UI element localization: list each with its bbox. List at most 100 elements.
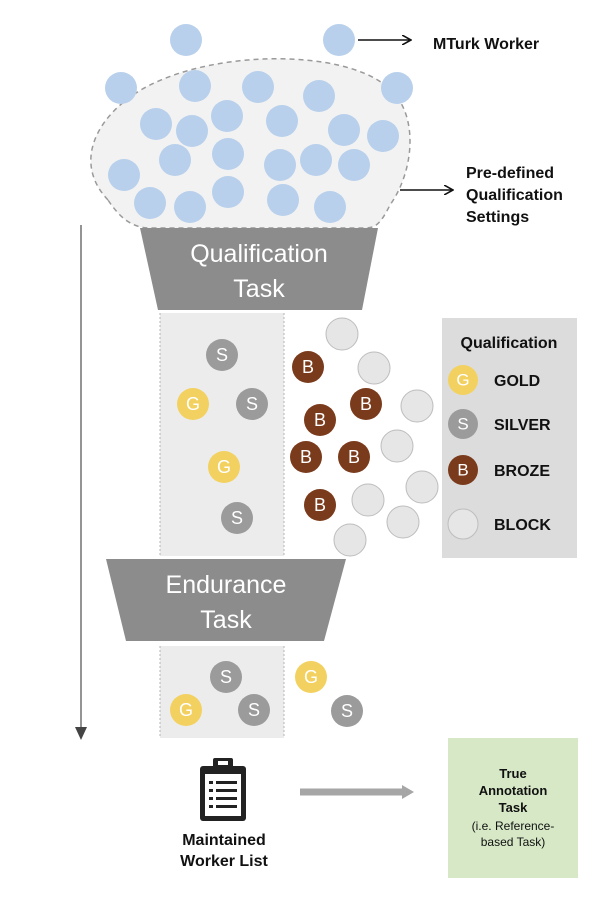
endurance-task-label-line2: Task: [200, 606, 252, 634]
mturk-worker-circle: [211, 100, 243, 132]
silver-badge-letter: S: [457, 415, 468, 434]
worker-pool: [105, 24, 413, 223]
bronze-badge: B: [304, 489, 336, 521]
settings-label-line2: Qualification: [466, 187, 563, 204]
mturk-worker-circle: [212, 138, 244, 170]
legend-title: Qualification: [461, 335, 558, 352]
true-task-line3: Task: [499, 800, 528, 815]
block-badge: [400, 389, 434, 423]
legend-label-block: BLOCK: [494, 517, 551, 534]
mturk-worker-circle: [303, 80, 335, 112]
mturk-worker-circle: [108, 159, 140, 191]
block-badge: [325, 317, 359, 351]
settings-label-line1: Pre-defined: [466, 165, 554, 182]
block-badge: [380, 429, 414, 463]
mturk-worker-circle: [105, 72, 137, 104]
gold-badge-letter: G: [186, 394, 200, 414]
qualification-task-label-line2: Task: [233, 275, 285, 303]
block-badge: [333, 523, 367, 557]
maintained-list-label-line1: Maintained: [182, 832, 266, 849]
true-annotation-task-box: [448, 738, 578, 878]
gold-badge: G: [208, 451, 240, 483]
gold-badge: G: [448, 365, 478, 395]
bronze-badge: B: [350, 388, 382, 420]
endurance-task-label-line1: Endurance: [166, 571, 287, 599]
silver-badge: S: [236, 388, 268, 420]
mturk-worker-circle: [176, 115, 208, 147]
flow-arrow-head: [75, 727, 87, 740]
silver-badge: S: [210, 661, 242, 693]
block-badge: [351, 483, 385, 517]
mturk-worker-circle: [170, 24, 202, 56]
qualification-task-label-line1: Qualification: [190, 240, 328, 268]
bronze-badge: B: [448, 455, 478, 485]
true-task-line2: Annotation: [479, 783, 548, 798]
mturk-worker-circle: [174, 191, 206, 223]
gold-badge: G: [177, 388, 209, 420]
bronze-badge-letter: B: [314, 495, 326, 515]
bronze-badge: B: [292, 351, 324, 383]
settings-label-line3: Settings: [466, 209, 529, 226]
mturk-worker-circle: [266, 105, 298, 137]
silver-badge-letter: S: [231, 508, 243, 528]
block-badge: [386, 505, 420, 539]
silver-badge-letter: S: [220, 667, 232, 687]
silver-badge: S: [448, 409, 478, 439]
endurance-task-funnel: [106, 559, 346, 641]
bronze-badge-letter: B: [360, 394, 372, 414]
qualification-task-funnel: [140, 228, 378, 310]
gold-badge: G: [170, 694, 202, 726]
silver-badge-letter: S: [246, 394, 258, 414]
bronze-badge-letter: B: [314, 410, 326, 430]
true-task-line1: True: [499, 766, 526, 781]
bronze-badge: B: [290, 441, 322, 473]
bronze-badge-letter: B: [300, 447, 312, 467]
legend-label-gold: GOLD: [494, 373, 540, 390]
gold-badge-letter: G: [456, 371, 469, 390]
mturk-worker-circle: [323, 24, 355, 56]
true-task-note-line2: based Task): [481, 835, 545, 849]
gold-badge-letter: G: [179, 700, 193, 720]
bronze-badge-letter: B: [348, 447, 360, 467]
mturk-worker-circle: [264, 149, 296, 181]
mturk-worker-circle: [300, 144, 332, 176]
mturk-worker-circle: [314, 191, 346, 223]
legend-label-silver: SILVER: [494, 417, 551, 434]
clipboard-icon: [200, 758, 246, 821]
mturk-worker-circle: [212, 176, 244, 208]
gold-badge-letter: G: [217, 457, 231, 477]
mturk-worker-circle: [179, 70, 211, 102]
mturk-worker-circle: [267, 184, 299, 216]
block-badge: [447, 508, 479, 540]
bronze-badge-letter: B: [457, 461, 468, 480]
silver-badge: S: [206, 339, 238, 371]
silver-badge-letter: S: [248, 700, 260, 720]
mturk-worker-circle: [338, 149, 370, 181]
maintained-list-label-line2: Worker List: [180, 853, 268, 870]
silver-badge: S: [331, 695, 363, 727]
bronze-badge: B: [338, 441, 370, 473]
mturk-worker-circle: [381, 72, 413, 104]
mturk-worker-circle: [328, 114, 360, 146]
bronze-badge-letter: B: [302, 357, 314, 377]
block-badge: [405, 470, 439, 504]
mturk-worker-circle: [134, 187, 166, 219]
gold-badge: G: [295, 661, 327, 693]
mturk-worker-circle: [140, 108, 172, 140]
silver-badge: S: [221, 502, 253, 534]
legend-items: G GOLD S SILVER B BROZE BLOCK: [447, 365, 551, 540]
gold-badge-letter: G: [304, 667, 318, 687]
silver-badge: S: [238, 694, 270, 726]
silver-badge-letter: S: [341, 701, 353, 721]
mturk-worker-circle: [159, 144, 191, 176]
mturk-worker-circle: [367, 120, 399, 152]
legend-label-bronze: BROZE: [494, 463, 550, 480]
bronze-badge: B: [304, 404, 336, 436]
mturk-worker-label: MTurk Worker: [433, 36, 539, 53]
true-task-note-line1: (i.e. Reference-: [472, 819, 555, 833]
silver-badge-letter: S: [216, 345, 228, 365]
mturk-worker-circle: [242, 71, 274, 103]
block-badge: [357, 351, 391, 385]
